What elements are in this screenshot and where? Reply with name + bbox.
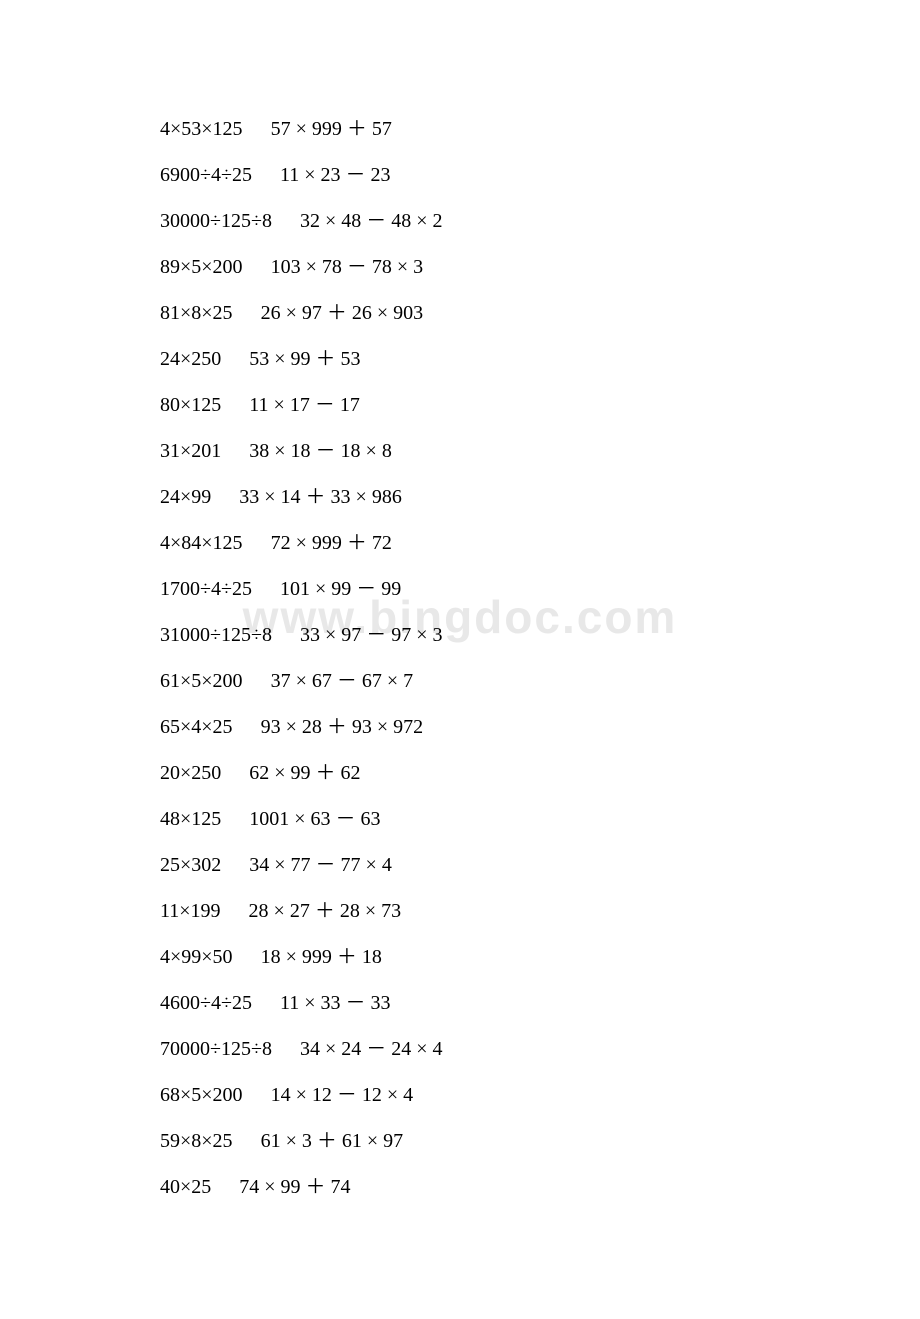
problem-line: 24×250 53 × 99 ＋ 53 <box>160 345 760 373</box>
problem-line: 20×250 62 × 99 ＋ 62 <box>160 759 760 787</box>
problem-line: 4×84×125 72 × 999 ＋ 72 <box>160 529 760 557</box>
expression-1: 89×5×200 <box>160 256 243 278</box>
expression-1: 59×8×25 <box>160 1130 233 1152</box>
expression-2: 18 × 999 ＋ 18 <box>261 946 382 968</box>
expression-2: 33 × 14 ＋ 33 × 986 <box>239 486 402 508</box>
problem-line: 4600÷4÷25 11 × 33 － 33 <box>160 989 760 1017</box>
problem-line: 1700÷4÷25 101 × 99 － 99 <box>160 575 760 603</box>
problem-line: 48×125 1001 × 63 － 63 <box>160 805 760 833</box>
expression-2: 11 × 17 － 17 <box>249 394 360 416</box>
problem-line: 24×99 33 × 14 ＋ 33 × 986 <box>160 483 760 511</box>
expression-2: 37 × 67 － 67 × 7 <box>271 670 414 692</box>
expression-1: 61×5×200 <box>160 670 243 692</box>
problem-line: 81×8×25 26 × 97 ＋ 26 × 903 <box>160 299 760 327</box>
expression-2: 93 × 28 ＋ 93 × 972 <box>261 716 424 738</box>
expression-2: 101 × 99 － 99 <box>280 578 401 600</box>
problem-line: 80×125 11 × 17 － 17 <box>160 391 760 419</box>
expression-2: 72 × 999 ＋ 72 <box>271 532 392 554</box>
problem-line: 31000÷125÷8 33 × 97 － 97 × 3 <box>160 621 760 649</box>
problem-line: 30000÷125÷8 32 × 48 － 48 × 2 <box>160 207 760 235</box>
expression-1: 48×125 <box>160 808 221 830</box>
expression-2: 32 × 48 － 48 × 2 <box>300 210 443 232</box>
expression-1: 24×99 <box>160 486 211 508</box>
expression-1: 4600÷4÷25 <box>160 992 252 1014</box>
expression-2: 57 × 999 ＋ 57 <box>271 118 392 140</box>
expression-2: 33 × 97 － 97 × 3 <box>300 624 443 646</box>
problem-line: 31×201 38 × 18 － 18 × 8 <box>160 437 760 465</box>
expression-1: 24×250 <box>160 348 221 370</box>
expression-2: 103 × 78 － 78 × 3 <box>271 256 424 278</box>
expression-2: 11 × 23 － 23 <box>280 164 391 186</box>
expression-2: 11 × 33 － 33 <box>280 992 391 1014</box>
expression-1: 11×199 <box>160 900 221 922</box>
expression-2: 34 × 77 － 77 × 4 <box>249 854 392 876</box>
expression-1: 4×84×125 <box>160 532 243 554</box>
expression-1: 4×53×125 <box>160 118 243 140</box>
expression-1: 65×4×25 <box>160 716 233 738</box>
problem-line: 4×99×50 18 × 999 ＋ 18 <box>160 943 760 971</box>
expression-2: 26 × 97 ＋ 26 × 903 <box>261 302 424 324</box>
expression-2: 28 × 27 ＋ 28 × 73 <box>249 900 402 922</box>
math-problems-list: 4×53×125 57 × 999 ＋ 57 6900÷4÷25 11 × 23 －… <box>0 0 920 1319</box>
expression-2: 62 × 99 ＋ 62 <box>249 762 360 784</box>
problem-line: 61×5×200 37 × 67 － 67 × 7 <box>160 667 760 695</box>
expression-1: 80×125 <box>160 394 221 416</box>
expression-1: 31000÷125÷8 <box>160 624 272 646</box>
expression-1: 30000÷125÷8 <box>160 210 272 232</box>
expression-1: 25×302 <box>160 854 221 876</box>
problem-line: 6900÷4÷25 11 × 23 － 23 <box>160 161 760 189</box>
expression-1: 31×201 <box>160 440 221 462</box>
expression-2: 14 × 12 － 12 × 4 <box>271 1084 414 1106</box>
expression-1: 4×99×50 <box>160 946 233 968</box>
expression-1: 6900÷4÷25 <box>160 164 252 186</box>
problem-line: 70000÷125÷8 34 × 24 － 24 × 4 <box>160 1035 760 1063</box>
problem-line: 11×199 28 × 27 ＋ 28 × 73 <box>160 897 760 925</box>
expression-1: 81×8×25 <box>160 302 233 324</box>
expression-2: 74 × 99 ＋ 74 <box>239 1176 350 1198</box>
problem-line: 65×4×25 93 × 28 ＋ 93 × 972 <box>160 713 760 741</box>
expression-2: 1001 × 63 － 63 <box>249 808 380 830</box>
problem-line: 40×25 74 × 99 ＋ 74 <box>160 1173 760 1201</box>
expression-1: 40×25 <box>160 1176 211 1198</box>
expression-1: 70000÷125÷8 <box>160 1038 272 1060</box>
problem-line: 4×53×125 57 × 999 ＋ 57 <box>160 115 760 143</box>
expression-2: 38 × 18 － 18 × 8 <box>249 440 392 462</box>
problem-line: 59×8×25 61 × 3 ＋ 61 × 97 <box>160 1127 760 1155</box>
expression-2: 53 × 99 ＋ 53 <box>249 348 360 370</box>
problem-line: 89×5×200 103 × 78 － 78 × 3 <box>160 253 760 281</box>
problem-line: 68×5×200 14 × 12 － 12 × 4 <box>160 1081 760 1109</box>
problem-line: 25×302 34 × 77 － 77 × 4 <box>160 851 760 879</box>
expression-2: 34 × 24 － 24 × 4 <box>300 1038 443 1060</box>
expression-1: 20×250 <box>160 762 221 784</box>
expression-1: 1700÷4÷25 <box>160 578 252 600</box>
expression-2: 61 × 3 ＋ 61 × 97 <box>261 1130 404 1152</box>
expression-1: 68×5×200 <box>160 1084 243 1106</box>
